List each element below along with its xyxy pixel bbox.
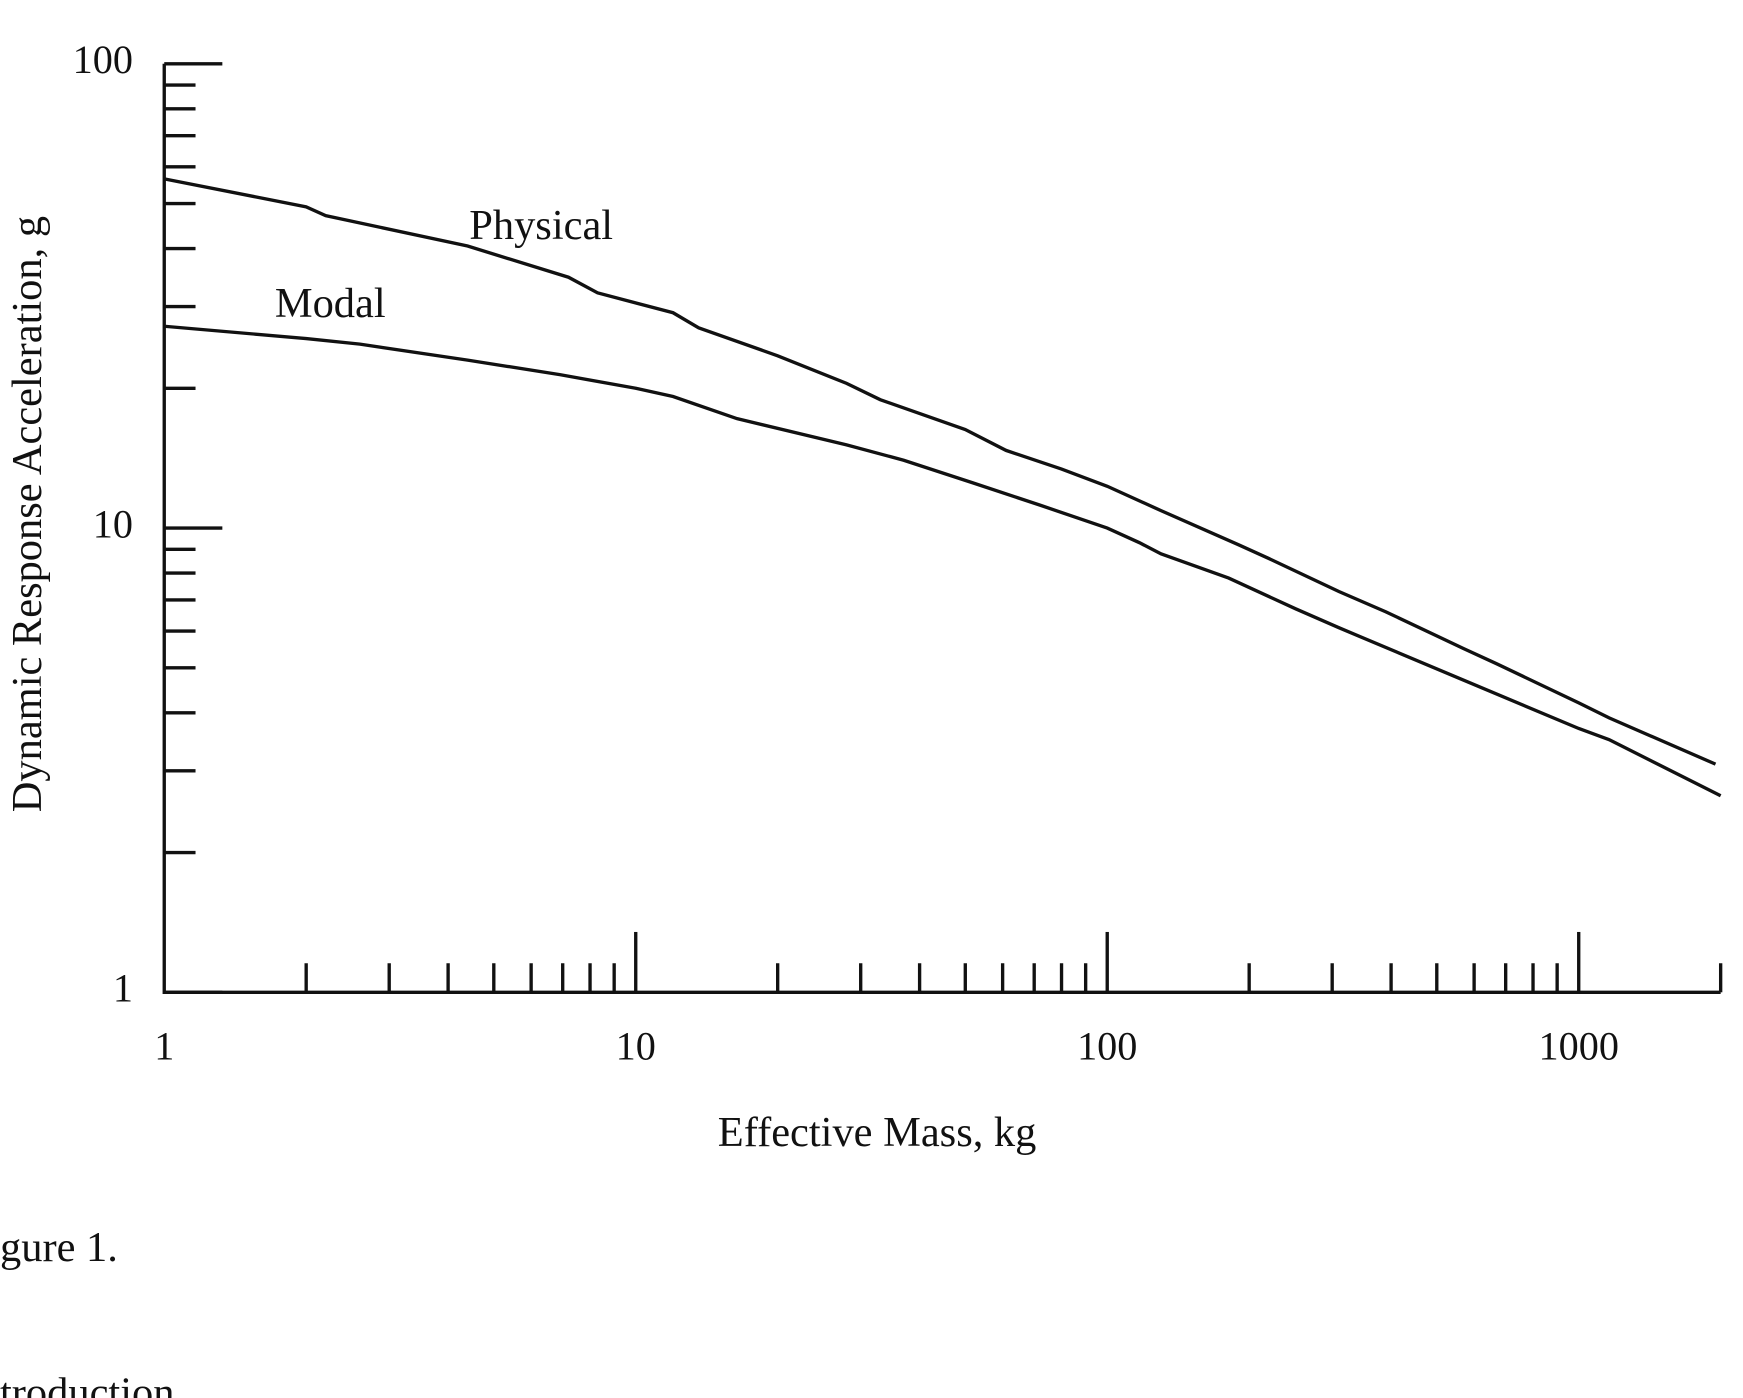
data-line <box>164 324 1722 798</box>
caption: gure 1. <box>0 1224 118 1271</box>
y-tick-label: 1 <box>113 966 133 1011</box>
x-tick-label: 10 <box>616 1024 656 1069</box>
data-line <box>163 177 1717 766</box>
heading: troduction <box>0 1369 174 1398</box>
series-label: Physical <box>469 202 613 249</box>
x-axis-label: Effective Mass, kg <box>718 1109 1037 1156</box>
x-tick-label: 100 <box>1077 1024 1137 1069</box>
series-label: Modal <box>275 280 386 327</box>
y-tick-label: 100 <box>73 37 133 82</box>
y-axis-label: Dynamic Response Acceleration, g <box>4 216 51 812</box>
x-tick-label: 1000 <box>1539 1024 1619 1069</box>
x-tick-label: 1 <box>154 1024 174 1069</box>
y-tick-label: 10 <box>93 501 133 546</box>
